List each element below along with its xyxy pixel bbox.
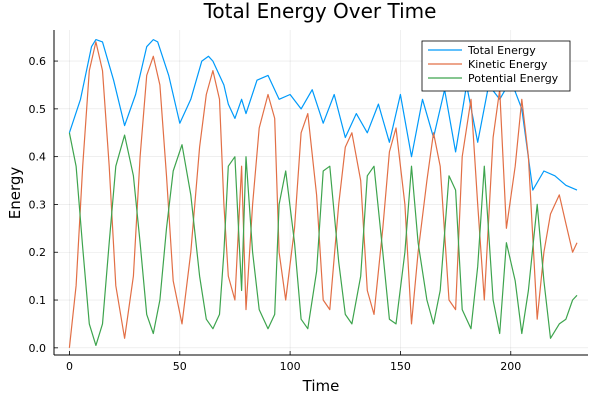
chart-title: Total Energy Over Time [203,0,437,23]
legend-label-total-energy: Total Energy [467,44,536,57]
y-ticks: 0.0 0.1 0.2 0.3 0.4 0.5 0.6 [29,55,58,355]
x-tick-label: 200 [500,360,521,373]
y-axis-title: Energy [6,167,24,220]
y-tick-label: 0.2 [29,246,47,259]
y-tick-label: 0.4 [29,151,47,164]
x-tick-label: 0 [66,360,73,373]
y-tick-label: 0.3 [29,198,47,211]
legend-label-potential-energy: Potential Energy [468,72,559,85]
x-ticks: 0 50 100 150 200 [66,351,521,373]
axes-frame [53,30,588,356]
legend-label-kinetic-energy: Kinetic Energy [468,58,548,71]
y-tick-label: 0.1 [29,294,47,307]
series-lines [68,38,578,348]
y-tick-label: 0.0 [29,342,47,355]
x-tick-label: 50 [173,360,187,373]
x-tick-label: 150 [390,360,411,373]
x-tick-label: 100 [280,360,301,373]
series-line-potential-energy [68,132,578,346]
x-axis-title: Time [302,377,340,395]
series-line-kinetic-energy [68,41,578,348]
y-tick-label: 0.6 [29,55,47,68]
series-line-total-energy [68,38,578,191]
y-tick-label: 0.5 [29,103,47,116]
legend-box [421,40,571,92]
